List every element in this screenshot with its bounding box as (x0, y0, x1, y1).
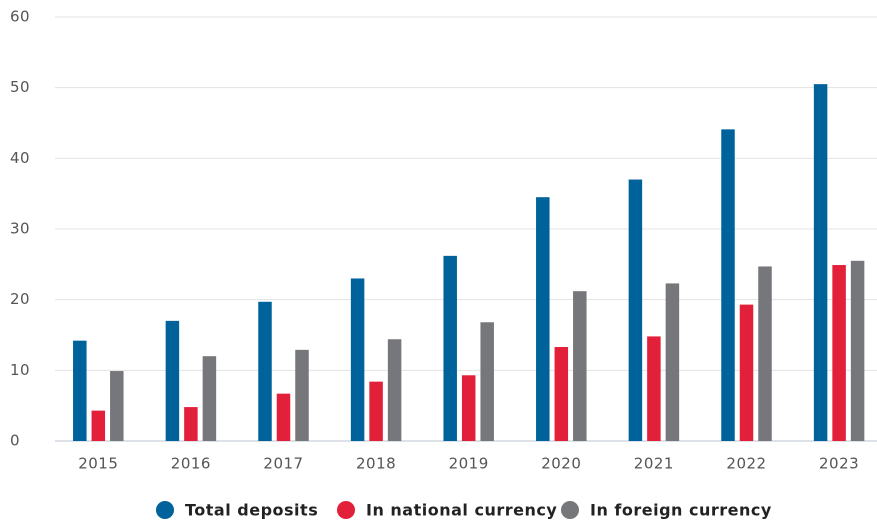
bar (443, 255, 457, 441)
y-tick-label: 0 (10, 432, 20, 450)
bar (813, 84, 828, 441)
legend-label: In foreign currency (590, 501, 772, 520)
bar (165, 320, 180, 441)
bar (536, 197, 550, 441)
bar (850, 260, 865, 441)
y-tick-label: 60 (10, 8, 30, 26)
bar (628, 179, 643, 442)
bar (276, 393, 291, 441)
bar (461, 375, 476, 441)
x-tick-label: 2017 (263, 455, 303, 473)
bar (91, 410, 106, 441)
bar (73, 340, 87, 441)
legend-swatch (156, 501, 174, 519)
x-tick-label: 2023 (819, 455, 859, 473)
x-tick-label: 2016 (171, 455, 211, 473)
bar (202, 356, 217, 441)
x-tick-label: 2015 (78, 455, 118, 473)
bar (295, 349, 309, 441)
bar (554, 347, 569, 441)
bar (739, 304, 754, 441)
bar (350, 278, 365, 441)
legend-label: In national currency (366, 501, 557, 520)
y-tick-label: 40 (10, 149, 30, 167)
x-tick-label: 2021 (634, 455, 674, 473)
y-tick-label: 10 (10, 361, 30, 379)
legend-swatch (337, 501, 355, 519)
x-tick-label: 2020 (541, 455, 581, 473)
bar (369, 381, 383, 441)
bar (758, 266, 772, 441)
y-tick-label: 20 (10, 290, 30, 308)
x-tick-label: 2022 (726, 455, 766, 473)
bar (184, 407, 198, 441)
bar (258, 301, 272, 441)
bar (573, 291, 587, 441)
bar (721, 129, 735, 442)
legend-swatch (561, 501, 579, 519)
bar (665, 283, 680, 441)
x-tick-label: 2019 (449, 455, 489, 473)
y-tick-label: 50 (10, 78, 30, 96)
bar (832, 265, 846, 441)
bar (110, 371, 124, 441)
y-tick-label: 30 (10, 220, 30, 238)
bar (647, 336, 661, 441)
bar (387, 339, 402, 441)
x-tick-label: 2018 (356, 455, 396, 473)
bar (480, 322, 494, 441)
legend-label: Total deposits (185, 501, 318, 520)
